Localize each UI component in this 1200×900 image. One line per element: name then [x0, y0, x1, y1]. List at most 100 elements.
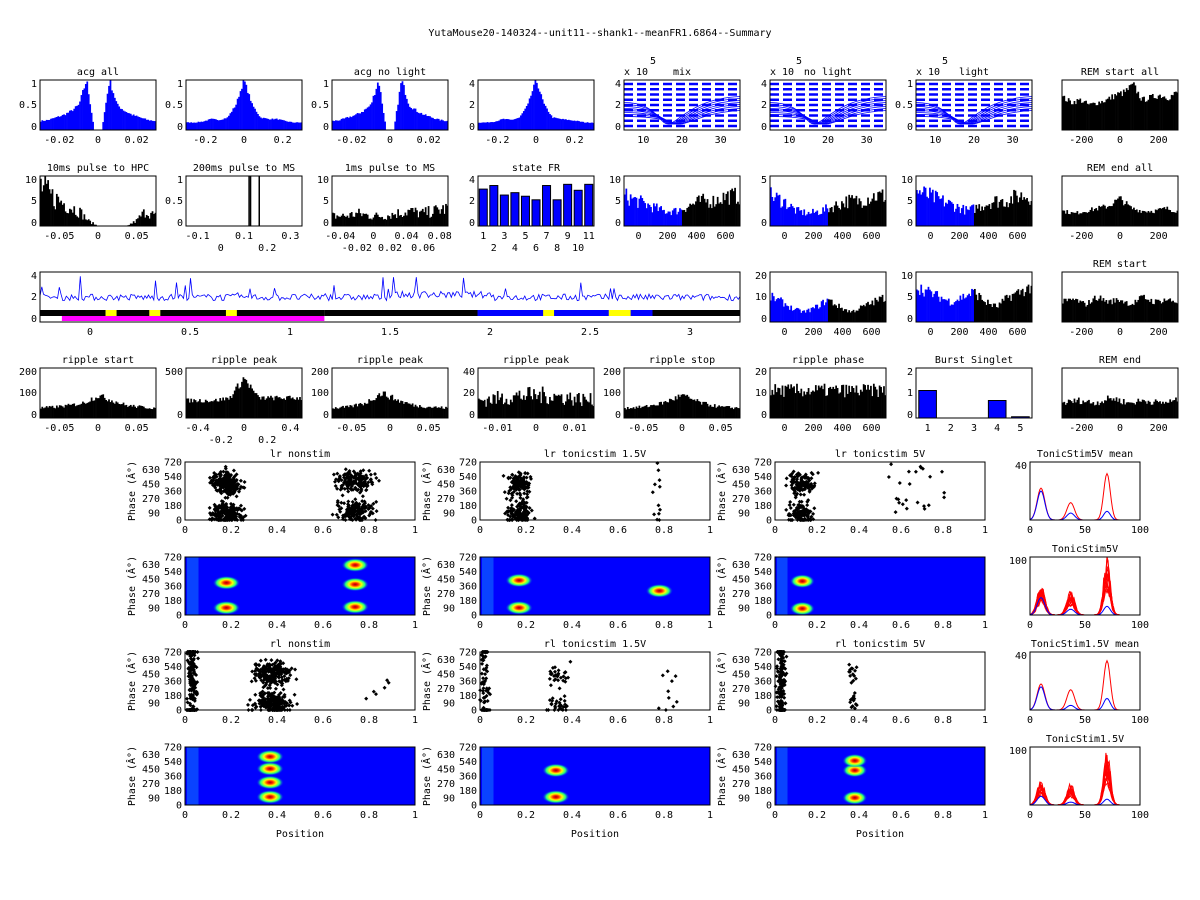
brain-state-segment	[160, 310, 325, 316]
histogram-bar	[480, 400, 483, 418]
histogram-bar	[997, 207, 999, 226]
y-tick-label: 630	[142, 560, 160, 571]
histogram-bar	[225, 397, 227, 418]
histogram-bar	[420, 406, 423, 418]
histogram-bar	[525, 106, 528, 130]
spike-marker	[254, 666, 259, 671]
histogram-bar	[398, 91, 401, 130]
spike-marker	[189, 661, 193, 666]
histogram-bar	[976, 208, 979, 226]
spike-marker	[657, 484, 662, 489]
x-tick-label: 0	[533, 135, 539, 146]
histogram-bar	[1131, 303, 1134, 322]
histogram-bar	[60, 200, 63, 226]
histogram-bar	[718, 203, 720, 226]
spike-marker	[519, 481, 524, 486]
histogram-bar	[381, 395, 384, 418]
spike-marker	[236, 507, 241, 511]
histogram-bar	[491, 403, 493, 418]
histogram-bar	[1011, 293, 1014, 322]
histogram-bar	[1118, 92, 1121, 130]
spike-marker	[673, 674, 678, 679]
histogram-bar	[427, 406, 430, 418]
histogram-bar	[1077, 397, 1080, 418]
spike-marker	[341, 482, 346, 487]
spike-marker	[263, 683, 268, 688]
y-tick-label: 720	[164, 743, 182, 754]
histogram-bar	[61, 406, 64, 418]
x-tick-label: 200	[950, 231, 968, 242]
histogram-bar	[404, 212, 407, 226]
axis-exponent: x 10	[624, 67, 648, 78]
axes-box	[915, 271, 1033, 323]
histogram-bar	[926, 289, 928, 322]
histogram-bar	[442, 120, 444, 130]
x-tick-label: 100	[1131, 620, 1149, 631]
histogram-bar	[188, 402, 191, 418]
histogram-bar	[131, 115, 134, 130]
histogram-bar	[433, 119, 436, 130]
heatmap-background	[775, 747, 985, 805]
histogram-bar	[1063, 298, 1066, 322]
histogram-bar	[1093, 295, 1096, 322]
histogram-bar	[199, 399, 201, 418]
histogram-bar	[651, 405, 654, 418]
histogram-bar	[679, 208, 681, 226]
axis-exponent: x 10	[770, 67, 794, 78]
histogram-bar	[1163, 298, 1166, 322]
tuning-curve-red	[1029, 472, 1140, 521]
spike-marker	[794, 505, 799, 510]
histogram-bar	[677, 394, 680, 418]
histogram-bar	[1151, 303, 1154, 322]
histogram-bar	[1108, 205, 1111, 226]
histogram-bar	[1147, 99, 1150, 130]
spike-marker	[287, 703, 292, 708]
histogram-bar	[48, 189, 51, 226]
x-tick-label: 1	[412, 525, 418, 536]
histogram-bar	[1091, 403, 1093, 418]
histogram-bar	[575, 402, 577, 418]
x-tick-label: 0.6	[314, 715, 332, 726]
histogram-bar	[1159, 401, 1161, 418]
histogram-bar	[53, 407, 55, 418]
histogram-bar	[791, 206, 794, 226]
spike-marker	[250, 703, 255, 708]
histogram-bar	[816, 210, 819, 226]
x-axis-label: Position	[856, 829, 904, 840]
histogram-bar	[45, 183, 48, 226]
histogram-bar	[284, 120, 287, 130]
y-tick-label: 540	[164, 567, 182, 578]
spike-marker	[213, 506, 218, 511]
histogram-bar	[504, 402, 506, 418]
spike-marker	[368, 472, 373, 477]
bar	[510, 192, 520, 227]
histogram-bar	[673, 400, 676, 418]
histogram-bar	[690, 398, 693, 418]
subplot-1ms-pulse-to-ms: 1ms pulse to MS-0.04-0.0200.020.040.060.…	[317, 163, 452, 254]
histogram-bar	[572, 405, 574, 418]
histogram-bar	[144, 408, 147, 418]
histogram-bar	[793, 386, 795, 418]
histogram-bar	[683, 209, 686, 226]
histogram-bar	[1175, 91, 1177, 130]
histogram-bar	[884, 395, 887, 418]
spike-marker	[273, 664, 278, 669]
histogram-bar	[287, 121, 290, 130]
heatmap-blob	[645, 583, 674, 598]
spike-marker	[347, 510, 352, 515]
histogram-bar	[731, 407, 734, 418]
histogram-bar	[655, 405, 658, 418]
histogram-bar	[583, 122, 586, 130]
histogram-bar	[1067, 98, 1070, 130]
y-tick-label: 270	[437, 494, 455, 505]
spike-marker	[257, 675, 262, 680]
histogram-bar	[788, 388, 791, 418]
x-tick-label: 0.04	[395, 231, 419, 242]
histogram-bar	[732, 409, 735, 418]
histogram-bar	[1072, 104, 1074, 130]
y-tick-label: 100	[1009, 556, 1027, 567]
histogram-bar	[949, 200, 952, 226]
histogram-bar	[1124, 91, 1127, 130]
spike-marker	[370, 480, 375, 485]
